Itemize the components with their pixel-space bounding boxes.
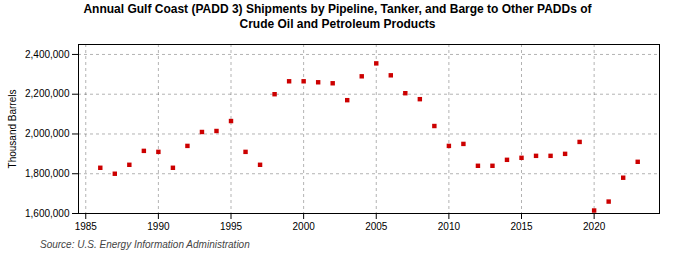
html-text:Annual Gulf Coast (PADD 3) Shi: Annual Gulf Coast (PADD 3) Shipments by …	[83, 2, 592, 31]
svg-text:1985: 1985	[75, 221, 98, 232]
svg-text:1995: 1995	[220, 221, 243, 232]
svg-text:Thousand Barrels: Thousand Barrels	[7, 90, 18, 169]
svg-text:2020: 2020	[583, 221, 606, 232]
svg-text:1990: 1990	[147, 221, 170, 232]
svg-text:2,400,000: 2,400,000	[25, 49, 70, 60]
html-text:Source: U.S. Energy Informatio: Source: U.S. Energy Information Administ…	[40, 239, 250, 250]
svg-text:2010: 2010	[438, 221, 461, 232]
svg-text:2000: 2000	[293, 221, 316, 232]
svg-text:2005: 2005	[365, 221, 388, 232]
svg-text:1,800,000: 1,800,000	[25, 168, 70, 179]
svg-text:2,000,000: 2,000,000	[25, 128, 70, 139]
svg-text:2,200,000: 2,200,000	[25, 88, 70, 99]
svg-text:2015: 2015	[510, 221, 533, 232]
svg-text:1,600,000: 1,600,000	[25, 208, 70, 219]
